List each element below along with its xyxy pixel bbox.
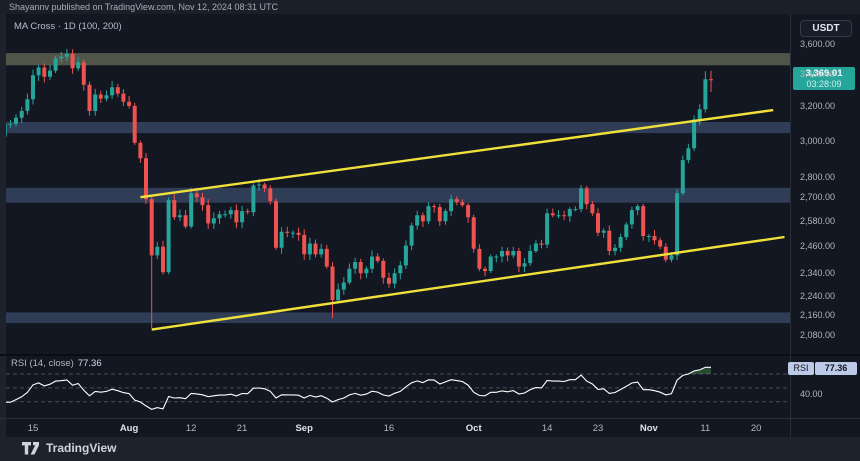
price-tick: 3,400.00 bbox=[800, 69, 836, 80]
price-axis[interactable]: USDT 3,369.01 03:28:09 RSI 77.36 40.00 3… bbox=[788, 14, 860, 418]
channel-bottom-trendline bbox=[151, 235, 785, 331]
price-axis-separator bbox=[790, 14, 791, 437]
price-tick: 3,600.00 bbox=[800, 38, 836, 49]
rsi-badge-value: 77.36 bbox=[815, 362, 857, 376]
rsi-pane[interactable] bbox=[6, 355, 790, 418]
footer: TradingView bbox=[0, 437, 860, 461]
last-price-value: 3,369.01 bbox=[805, 68, 843, 80]
time-tick-month: Sep bbox=[295, 423, 313, 434]
price-tick: 2,800.00 bbox=[800, 172, 836, 183]
price-tick: 2,160.00 bbox=[800, 310, 836, 321]
rsi-axis-label: 40.00 bbox=[800, 389, 823, 400]
time-tick-day: 16 bbox=[383, 423, 395, 434]
left-frame bbox=[0, 14, 6, 437]
rsi-legend-title: RSI (14, close) bbox=[11, 358, 74, 369]
time-tick-day: 14 bbox=[541, 423, 553, 434]
last-price-badge: 3,369.01 03:28:09 bbox=[793, 67, 855, 91]
rsi-line bbox=[6, 366, 711, 411]
time-axis[interactable]: 15 Aug 12 21 Sep 16 Oct 14 23 Nov 11 20 bbox=[0, 418, 860, 437]
time-tick-day: 20 bbox=[750, 423, 762, 434]
time-tick-day: 12 bbox=[185, 423, 197, 434]
price-tick: 2,580.00 bbox=[800, 215, 836, 226]
bar-countdown: 03:28:09 bbox=[806, 79, 842, 90]
rsi-legend-value: 77.36 bbox=[77, 358, 102, 369]
price-pane[interactable] bbox=[6, 14, 790, 355]
rsi-value-badge: RSI 77.36 bbox=[788, 362, 857, 376]
channel-top-trendline bbox=[140, 108, 774, 199]
currency-toggle-button[interactable]: USDT bbox=[800, 20, 852, 37]
time-tick-day: 21 bbox=[236, 423, 248, 434]
price-tick: 2,240.00 bbox=[800, 291, 836, 302]
tradingview-logo-icon[interactable] bbox=[22, 442, 39, 461]
time-tick-month: Aug bbox=[119, 423, 139, 434]
price-tick: 2,460.00 bbox=[800, 241, 836, 252]
attribution-text: Shayannv published on TradingView.com, N… bbox=[0, 0, 860, 14]
time-tick-day: 23 bbox=[592, 423, 604, 434]
candles-layer bbox=[6, 48, 790, 331]
time-tick-month: Nov bbox=[639, 423, 658, 434]
rsi-legend: RSI (14, close) 77.36 bbox=[11, 358, 102, 369]
chart-window: MA Cross · 1D (100, 200) RSI (14, close)… bbox=[0, 14, 860, 437]
pane-separator[interactable] bbox=[0, 354, 860, 356]
time-tick-month: Oct bbox=[465, 423, 482, 434]
time-tick-day: 15 bbox=[27, 423, 39, 434]
indicator-legend: MA Cross · 1D (100, 200) bbox=[14, 21, 122, 32]
price-tick: 2,080.00 bbox=[800, 330, 836, 341]
price-tick: 2,700.00 bbox=[800, 191, 836, 202]
time-tick-day: 11 bbox=[700, 423, 711, 434]
price-tick: 2,340.00 bbox=[800, 267, 836, 278]
rsi-layer bbox=[6, 366, 790, 411]
rsi-badge-label: RSI bbox=[788, 362, 814, 376]
brand-name[interactable]: TradingView bbox=[46, 441, 117, 455]
price-tick: 3,000.00 bbox=[800, 135, 836, 146]
price-tick: 3,200.00 bbox=[800, 101, 836, 112]
